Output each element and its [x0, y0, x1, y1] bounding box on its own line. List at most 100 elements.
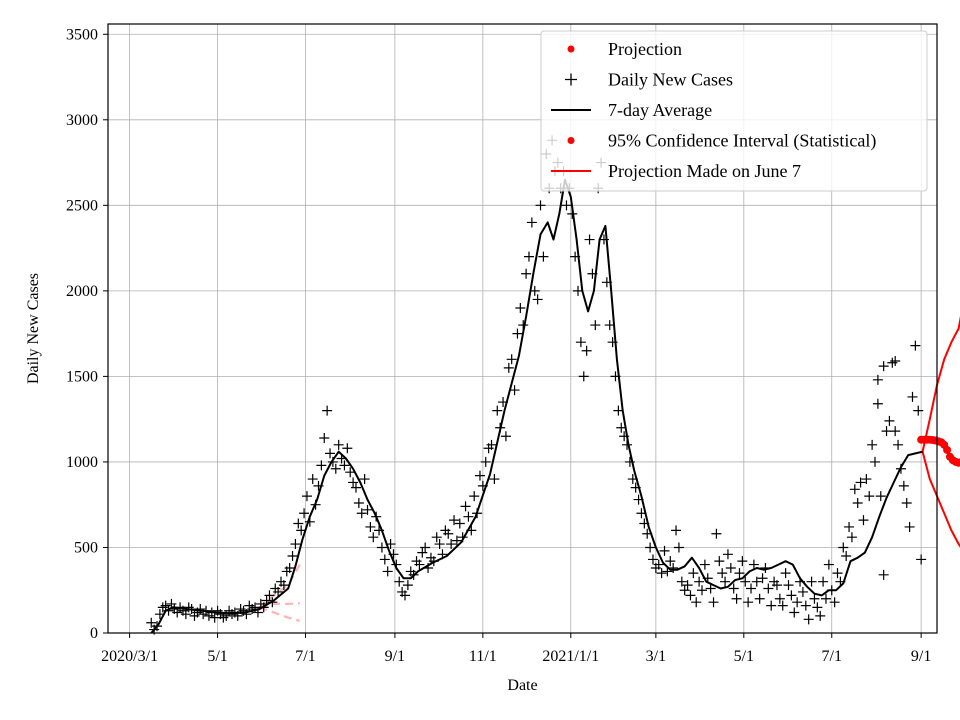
daily-case-marker: [893, 439, 904, 450]
daily-case-marker: [503, 362, 514, 373]
daily-case-marker: [806, 576, 817, 587]
y-tick-label: 3000: [66, 112, 98, 129]
daily-case-marker: [665, 556, 676, 567]
daily-case-marker: [443, 528, 454, 539]
daily-case-marker: [379, 554, 390, 565]
daily-case-marker: [356, 508, 367, 519]
daily-case-marker: [535, 200, 546, 211]
daily-case-marker: [844, 521, 855, 532]
daily-case-marker: [748, 559, 759, 570]
daily-case-marker: [717, 568, 728, 579]
daily-case-marker: [469, 491, 480, 502]
daily-case-marker: [474, 470, 485, 481]
x-tick-label: 11/1: [469, 648, 497, 665]
daily-case-marker: [820, 593, 831, 604]
daily-case-marker: [870, 456, 881, 467]
daily-case-marker: [376, 542, 387, 553]
daily-case-marker: [180, 609, 191, 620]
axes-frame: [107, 23, 938, 634]
legend-label: 95% Confidence Interval (Statistical): [608, 131, 876, 152]
daily-case-marker: [284, 562, 295, 573]
daily-case-marker: [402, 580, 413, 591]
daily-case-marker: [855, 477, 866, 488]
daily-case-marker: [694, 576, 705, 587]
daily-case-marker: [679, 585, 690, 596]
y-tick-label: 1500: [66, 368, 98, 385]
daily-case-marker: [818, 576, 829, 587]
daily-case-marker: [861, 474, 872, 485]
daily-case-marker: [754, 593, 765, 604]
daily-case-marker: [345, 467, 356, 478]
daily-case-marker: [509, 385, 520, 396]
daily-case-marker: [841, 551, 852, 562]
daily-case-marker: [682, 580, 693, 591]
daily-case-marker: [699, 559, 710, 570]
daily-case-marker: [720, 576, 731, 587]
daily-case-marker: [146, 617, 157, 628]
daily-case-marker: [671, 525, 682, 536]
daily-case-marker: [884, 415, 895, 426]
projection-upper-line: [921, 315, 960, 452]
daily-case-marker: [766, 600, 777, 611]
x-tick-label: 9/1: [385, 648, 405, 665]
legend-label: Daily New Cases: [608, 70, 733, 90]
projection-lower-line: [921, 451, 960, 548]
legend-handle-plus: [565, 73, 577, 86]
y-tick-label: 2500: [66, 197, 98, 214]
daily-case-marker: [780, 568, 791, 579]
daily-case-marker: [350, 482, 361, 493]
x-tick-label: 5/1: [207, 648, 227, 665]
daily-case-marker: [532, 294, 543, 305]
daily-case-marker: [512, 328, 523, 339]
daily-case-marker: [365, 521, 376, 532]
daily-case-marker: [872, 374, 883, 385]
daily-case-marker: [647, 554, 658, 565]
daily-case-marker: [515, 302, 526, 313]
daily-case-marker: [688, 568, 699, 579]
daily-case-marker: [890, 356, 901, 367]
daily-case-marker: [362, 504, 373, 515]
daily-case-marker: [500, 431, 511, 442]
x-tick-label: 5/1: [734, 648, 754, 665]
daily-case-marker: [195, 604, 206, 615]
daily-case-marker: [489, 474, 500, 485]
daily-case-marker: [653, 559, 664, 570]
daily-case-marker: [299, 508, 310, 519]
daily-case-marker: [725, 562, 736, 573]
daily-case-marker: [526, 217, 537, 228]
x-axis: 2020/3/1 5/1 7/1 9/1 11/1 2021/1/1 3/1 5/1 7/1 9/…: [101, 633, 931, 665]
daily-case-marker: [353, 497, 364, 508]
daily-case-marker: [722, 549, 733, 560]
daily-case-marker: [645, 542, 656, 553]
daily-case-marker: [399, 590, 410, 601]
daily-case-marker: [431, 532, 442, 543]
daily-case-marker: [705, 583, 716, 594]
projection-dot: [957, 458, 960, 466]
daily-case-marker: [696, 585, 707, 596]
daily-case-marker: [728, 583, 739, 594]
daily-case-marker: [901, 497, 912, 508]
daily-case-marker: [414, 559, 425, 570]
legend-handle-dot: [567, 45, 575, 53]
daily-case-marker: [434, 539, 445, 550]
daily-case-marker: [881, 426, 892, 437]
y-tick-label: 0: [90, 625, 98, 642]
daily-case-marker: [659, 545, 670, 556]
daily-case-marker: [916, 554, 927, 565]
daily-case-marker: [325, 448, 336, 459]
daily-case-marker: [521, 268, 532, 279]
daily-case-marker: [278, 580, 289, 591]
daily-case-marker: [417, 547, 428, 558]
legend: Projection Daily New Cases 7-day Average 95…: [540, 30, 928, 192]
y-axis-title: Daily New Cases: [25, 273, 42, 384]
x-axis-title: Date: [507, 677, 537, 694]
daily-case-marker: [771, 580, 782, 591]
daily-case-marker: [446, 539, 457, 550]
daily-case-marker: [743, 597, 754, 608]
daily-case-marker: [316, 460, 327, 471]
y-tick-label: 500: [74, 539, 98, 556]
plot-area: [146, 135, 960, 635]
x-tick-label: 2020/3/1: [101, 648, 158, 665]
daily-case-marker: [506, 354, 517, 365]
early-ci-upper-line: [258, 564, 301, 609]
